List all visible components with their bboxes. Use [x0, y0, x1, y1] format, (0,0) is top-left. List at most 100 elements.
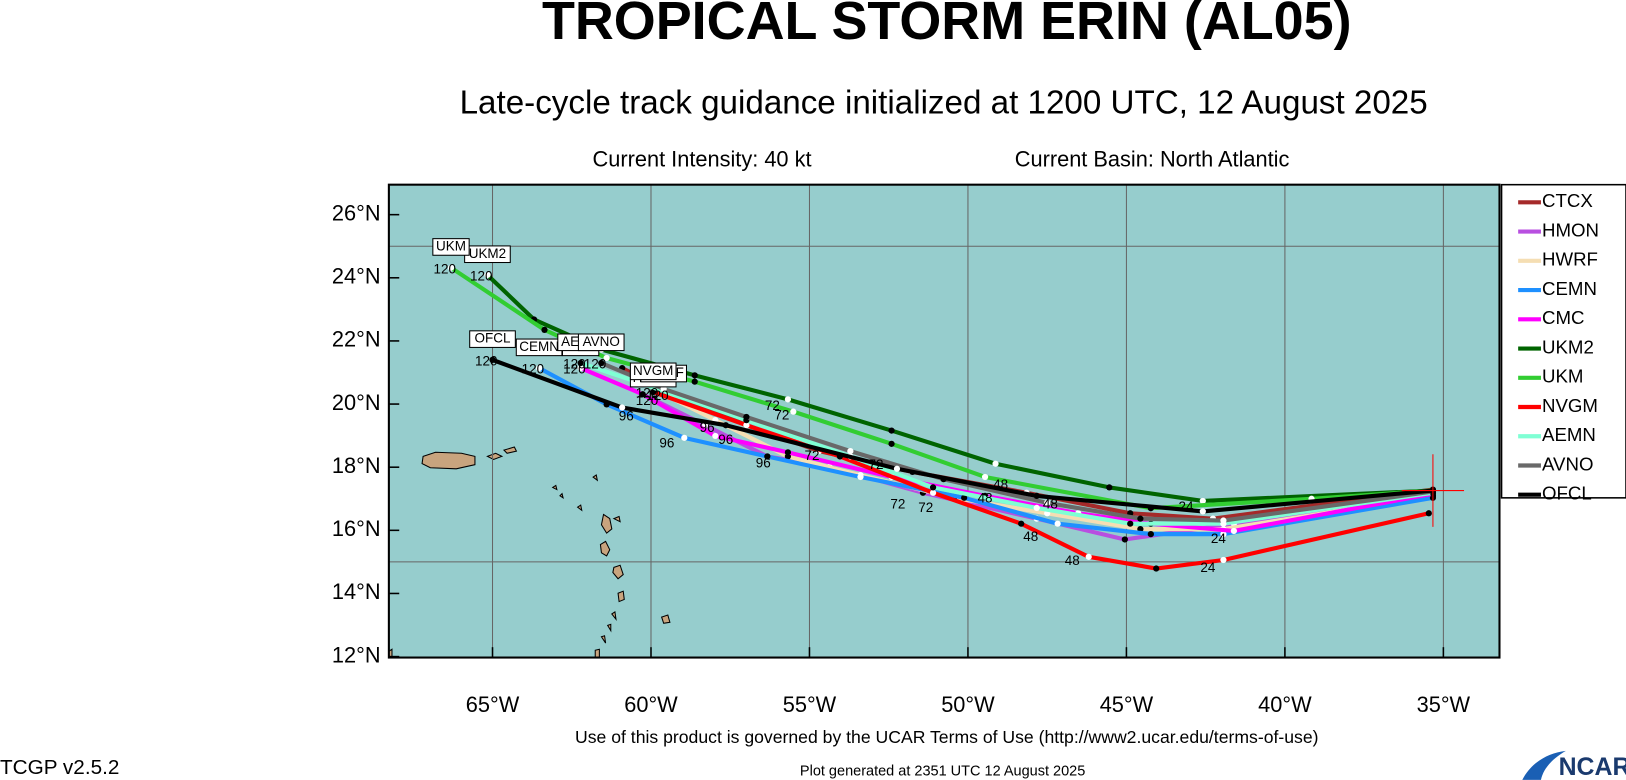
track-point	[1147, 531, 1154, 538]
y-tick-label: 18°N	[332, 453, 381, 478]
legend-label: AEMN	[1542, 424, 1596, 445]
hour-label: 96	[756, 455, 771, 470]
legend-label: CEMN	[1542, 278, 1597, 299]
hour-label: 48	[1023, 529, 1038, 544]
legend-label: AVNO	[1542, 453, 1594, 474]
track-point	[1127, 520, 1134, 527]
track-point	[1199, 508, 1206, 515]
track-label-box	[577, 333, 625, 352]
track-point	[992, 460, 999, 467]
x-tick-label: 50°W	[941, 692, 995, 717]
legend-label: UKM2	[1542, 336, 1594, 357]
track-point	[1018, 520, 1025, 527]
track-point	[929, 484, 937, 491]
legend-label: CTCX	[1542, 190, 1593, 211]
y-tick-label: 20°N	[332, 390, 381, 415]
logo-swoosh	[1522, 750, 1566, 780]
track-point	[447, 264, 455, 271]
track-point	[639, 391, 646, 398]
track-point	[681, 434, 688, 441]
track-point	[847, 447, 854, 455]
ticks: 65°W 60°W 55°W 50°W 45°W 40°W 35°W 12°N 14°N 16°N…	[332, 200, 1471, 717]
hour-label: 48	[1043, 497, 1058, 512]
track-label-box	[469, 330, 516, 348]
track-end-hour: 120	[470, 269, 492, 284]
track-label-box	[432, 238, 470, 256]
track-point	[888, 440, 895, 447]
y-tick-label: 12°N	[332, 642, 381, 667]
track-point	[1199, 497, 1206, 505]
track-point	[981, 473, 989, 481]
track-point	[541, 326, 548, 333]
track-end-hour: 120	[475, 354, 497, 369]
track-point	[1033, 504, 1040, 512]
track-point	[1153, 565, 1160, 572]
legend: CTCX HMON HWRF CEMN CMC UKM2 UKM NVGM AEMN AVNO OF…	[1518, 190, 1599, 504]
hour-label: 24	[1179, 499, 1194, 514]
track-point	[489, 356, 496, 363]
x-tick-label: 45°W	[1100, 692, 1154, 717]
track-label: UKM2	[469, 246, 506, 261]
legend-label: NVGM	[1542, 395, 1598, 416]
hour-label: 96	[659, 435, 674, 450]
hour-label: 96	[718, 432, 733, 447]
track-end-hour: 120	[522, 362, 544, 377]
version: TCGP v2.5.2	[0, 756, 119, 779]
track-point	[857, 473, 864, 481]
hour-label: 48	[1065, 553, 1080, 568]
legend-box	[1500, 183, 1626, 499]
hour-label: 72	[805, 448, 820, 463]
map-frame	[387, 183, 1501, 659]
logo: NCAR	[1559, 753, 1626, 780]
track-point	[1137, 525, 1144, 533]
subtitle: Late-cycle track guidance initialized at…	[460, 85, 1428, 122]
track-end-hour: 120	[563, 357, 585, 372]
x-tick-label: 60°W	[624, 692, 678, 717]
hour-label: 48	[993, 477, 1008, 492]
intensity: Current Intensity: 40 kt	[593, 147, 812, 172]
track-point	[1033, 492, 1040, 500]
track-point	[893, 465, 901, 472]
track-point	[784, 449, 792, 456]
track-point	[1054, 520, 1061, 527]
puerto-rico	[421, 451, 476, 470]
track-point	[1220, 531, 1227, 538]
generated: Plot generated at 2351 UTC 12 August 202…	[800, 763, 1085, 779]
track-label: AVNO	[583, 334, 620, 349]
track-end-hour: 120	[636, 386, 658, 401]
hour-label: 72	[918, 500, 933, 515]
hour-label: 72	[890, 497, 905, 512]
track-end-hour: 120	[646, 388, 668, 403]
track-point	[691, 372, 698, 379]
x-tick-label: 40°W	[1258, 692, 1312, 717]
track-point	[1121, 536, 1128, 543]
y-tick-label: 16°N	[332, 516, 381, 541]
track-label: UKM	[436, 239, 466, 254]
track-point	[712, 432, 719, 440]
terms: Use of this product is governed by the U…	[575, 727, 1318, 747]
track-label: CEMN	[519, 339, 559, 354]
hour-label: 96	[700, 420, 715, 435]
track-point	[743, 413, 750, 421]
track-point	[722, 422, 729, 429]
track-point	[764, 453, 771, 460]
legend-label: HMON	[1542, 219, 1599, 240]
track-point	[619, 404, 626, 411]
lesser-antilles	[388, 474, 671, 659]
track-point	[598, 359, 605, 367]
hour-label: 96	[619, 409, 634, 424]
track-point	[535, 364, 543, 372]
track-end-hour: 120	[584, 357, 606, 372]
labels: HMON120HWRF120CEMN120CMC120UKM2120UKM120…	[432, 238, 1465, 575]
track-label: OFCL	[475, 331, 511, 346]
hour-label: 72	[774, 408, 789, 423]
track-point	[784, 396, 792, 403]
track-point	[888, 427, 895, 434]
track-point	[484, 271, 491, 279]
x-tick-label: 65°W	[466, 692, 520, 717]
legend-label: CMC	[1542, 307, 1585, 328]
track-point	[650, 388, 657, 396]
track-point	[1085, 553, 1092, 560]
